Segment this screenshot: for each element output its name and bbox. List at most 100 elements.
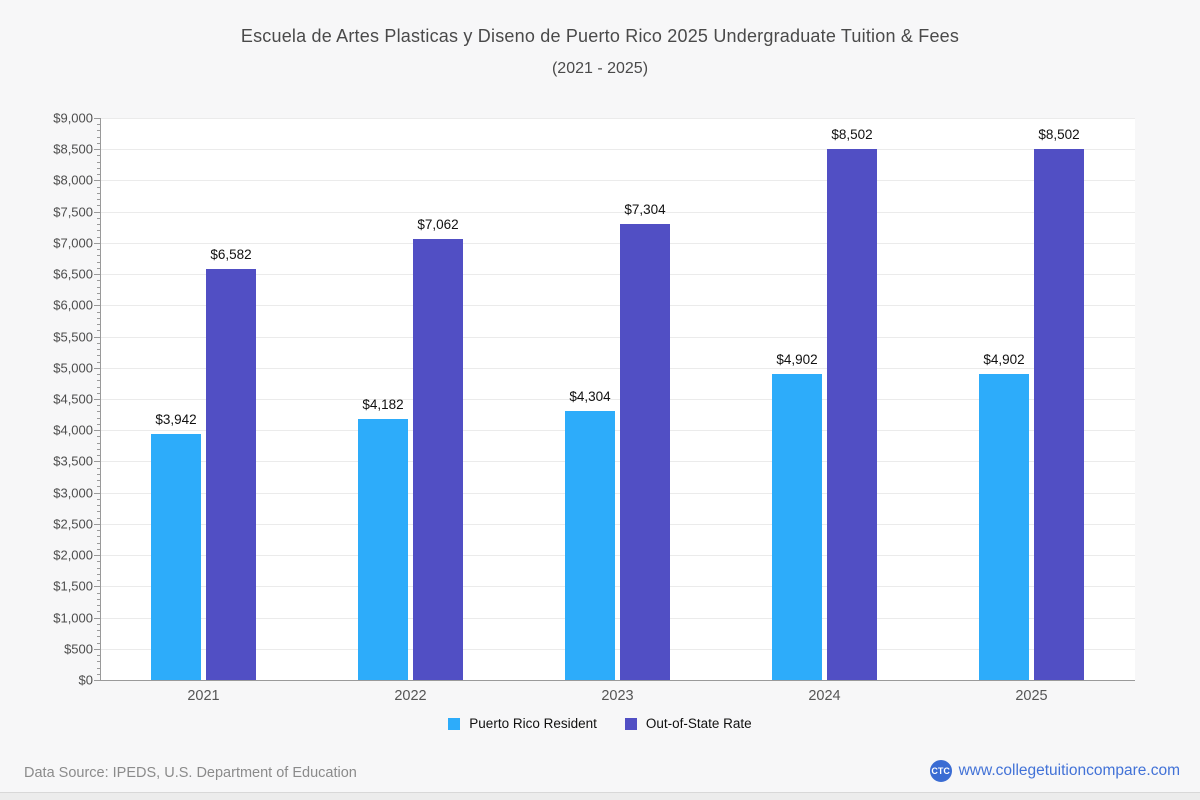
y-axis-major-tick bbox=[94, 336, 100, 338]
y-axis-minor-tick bbox=[97, 199, 100, 201]
y-axis-minor-tick bbox=[97, 174, 100, 176]
y-axis-minor-tick bbox=[97, 480, 100, 482]
chart-legend: Puerto Rico Resident Out-of-State Rate bbox=[0, 716, 1200, 731]
y-gridline bbox=[100, 305, 1135, 307]
y-axis-minor-tick bbox=[97, 317, 100, 319]
bar-value-label: $4,182 bbox=[362, 396, 404, 412]
brand-footer: CTC www.collegetuitioncompare.com bbox=[929, 760, 1180, 782]
y-axis-major-tick bbox=[94, 680, 100, 681]
y-axis-minor-tick bbox=[97, 517, 100, 519]
bar-2023-out-of-state[interactable] bbox=[620, 223, 670, 680]
y-axis-minor-tick bbox=[97, 230, 100, 232]
y-axis-minor-tick bbox=[97, 598, 100, 600]
y-axis-minor-tick bbox=[97, 299, 100, 301]
y-axis-major-tick bbox=[94, 242, 100, 244]
y-axis-minor-tick bbox=[97, 592, 100, 594]
legend-item-puerto-rico-resident[interactable]: Puerto Rico Resident bbox=[448, 716, 597, 731]
bar-2024-resident[interactable] bbox=[772, 373, 822, 680]
y-axis-minor-tick bbox=[97, 392, 100, 394]
x-axis-line bbox=[100, 680, 1135, 681]
y-gridline bbox=[100, 648, 1135, 650]
y-axis-minor-tick bbox=[97, 349, 100, 351]
y-axis-minor-tick bbox=[97, 542, 100, 544]
y-axis-minor-tick bbox=[97, 548, 100, 550]
y-axis-minor-tick bbox=[97, 511, 100, 513]
y-axis-minor-tick bbox=[97, 155, 100, 157]
y-axis-minor-tick bbox=[97, 192, 100, 194]
y-axis-minor-tick bbox=[97, 380, 100, 382]
y-gridline bbox=[100, 211, 1135, 213]
y-axis-minor-tick bbox=[97, 505, 100, 507]
y-axis-minor-tick bbox=[97, 611, 100, 613]
y-axis-minor-tick bbox=[97, 361, 100, 363]
y-axis-major-tick bbox=[94, 305, 100, 307]
y-axis-minor-tick bbox=[97, 473, 100, 475]
y-axis-minor-tick bbox=[97, 573, 100, 575]
bar-value-label: $4,304 bbox=[569, 389, 611, 405]
y-axis-minor-tick bbox=[97, 667, 100, 669]
y-axis-minor-tick bbox=[97, 255, 100, 257]
y-axis-minor-tick bbox=[97, 661, 100, 663]
y-gridline bbox=[100, 461, 1135, 463]
chart-subtitle: (2021 - 2025) bbox=[551, 60, 649, 77]
legend-item-out-of-state-rate[interactable]: Out-of-State Rate bbox=[624, 716, 752, 731]
y-axis-minor-tick bbox=[97, 249, 100, 251]
y-axis-major-tick bbox=[94, 617, 100, 619]
y-axis-minor-tick bbox=[97, 423, 100, 425]
y-gridline bbox=[100, 242, 1135, 244]
bar-2023-resident[interactable] bbox=[565, 411, 615, 680]
website-link[interactable]: www.collegetuitioncompare.com bbox=[958, 762, 1180, 779]
y-axis-minor-tick bbox=[97, 280, 100, 282]
y-axis-minor-tick bbox=[97, 205, 100, 207]
legend-label: Out-of-State Rate bbox=[645, 716, 752, 731]
bar-2025-out-of-state[interactable] bbox=[1034, 149, 1084, 680]
y-axis-tick-label: $6,500 bbox=[53, 266, 93, 282]
y-axis-minor-tick bbox=[97, 374, 100, 376]
y-axis-major-tick bbox=[94, 211, 100, 213]
data-source-note: Data Source: IPEDS, U.S. Department of E… bbox=[24, 765, 357, 781]
y-axis-minor-tick bbox=[97, 486, 100, 488]
y-axis-minor-tick bbox=[97, 224, 100, 226]
bar-2024-out-of-state[interactable] bbox=[827, 149, 877, 680]
y-axis-major-tick bbox=[94, 274, 100, 276]
y-gridline bbox=[100, 149, 1135, 151]
y-axis-minor-tick bbox=[97, 167, 100, 169]
y-gridline bbox=[100, 523, 1135, 525]
legend-swatch-purple bbox=[624, 717, 637, 730]
y-axis-major-tick bbox=[94, 648, 100, 650]
y-axis-tick-label: $4,500 bbox=[53, 391, 93, 407]
y-axis-major-tick bbox=[94, 586, 100, 588]
y-axis-major-tick bbox=[94, 555, 100, 557]
y-axis-tick-label: $500 bbox=[64, 641, 93, 657]
bar-2022-resident[interactable] bbox=[358, 418, 408, 680]
y-axis-minor-tick bbox=[97, 161, 100, 163]
bar-2025-resident[interactable] bbox=[979, 373, 1029, 680]
y-axis-minor-tick bbox=[97, 642, 100, 644]
x-axis-tick-label: 2022 bbox=[394, 688, 427, 704]
y-axis-major-tick bbox=[94, 430, 100, 432]
y-gridline bbox=[100, 180, 1135, 182]
y-axis-minor-tick bbox=[97, 261, 100, 263]
y-axis-minor-tick bbox=[97, 405, 100, 407]
y-gridline bbox=[100, 367, 1135, 369]
bar-2022-out-of-state[interactable] bbox=[413, 239, 463, 680]
y-gridline bbox=[100, 555, 1135, 557]
y-axis-minor-tick bbox=[97, 530, 100, 532]
bar-2021-out-of-state[interactable] bbox=[206, 268, 256, 680]
y-axis-major-tick bbox=[94, 461, 100, 463]
y-axis-tick-label: $7,500 bbox=[53, 204, 93, 220]
bar-2021-resident[interactable] bbox=[151, 433, 201, 680]
y-axis-minor-tick bbox=[97, 286, 100, 288]
y-axis-major-tick bbox=[94, 180, 100, 182]
y-axis-minor-tick bbox=[97, 136, 100, 138]
y-axis-minor-tick bbox=[97, 355, 100, 357]
y-axis-tick-label: $1,000 bbox=[53, 610, 93, 626]
y-axis-minor-tick bbox=[97, 448, 100, 450]
y-axis-minor-tick bbox=[97, 417, 100, 419]
y-axis-minor-tick bbox=[97, 442, 100, 444]
x-axis-tick-label: 2024 bbox=[808, 688, 841, 704]
y-axis-minor-tick bbox=[97, 342, 100, 344]
y-axis-tick-label: $1,500 bbox=[53, 578, 93, 594]
